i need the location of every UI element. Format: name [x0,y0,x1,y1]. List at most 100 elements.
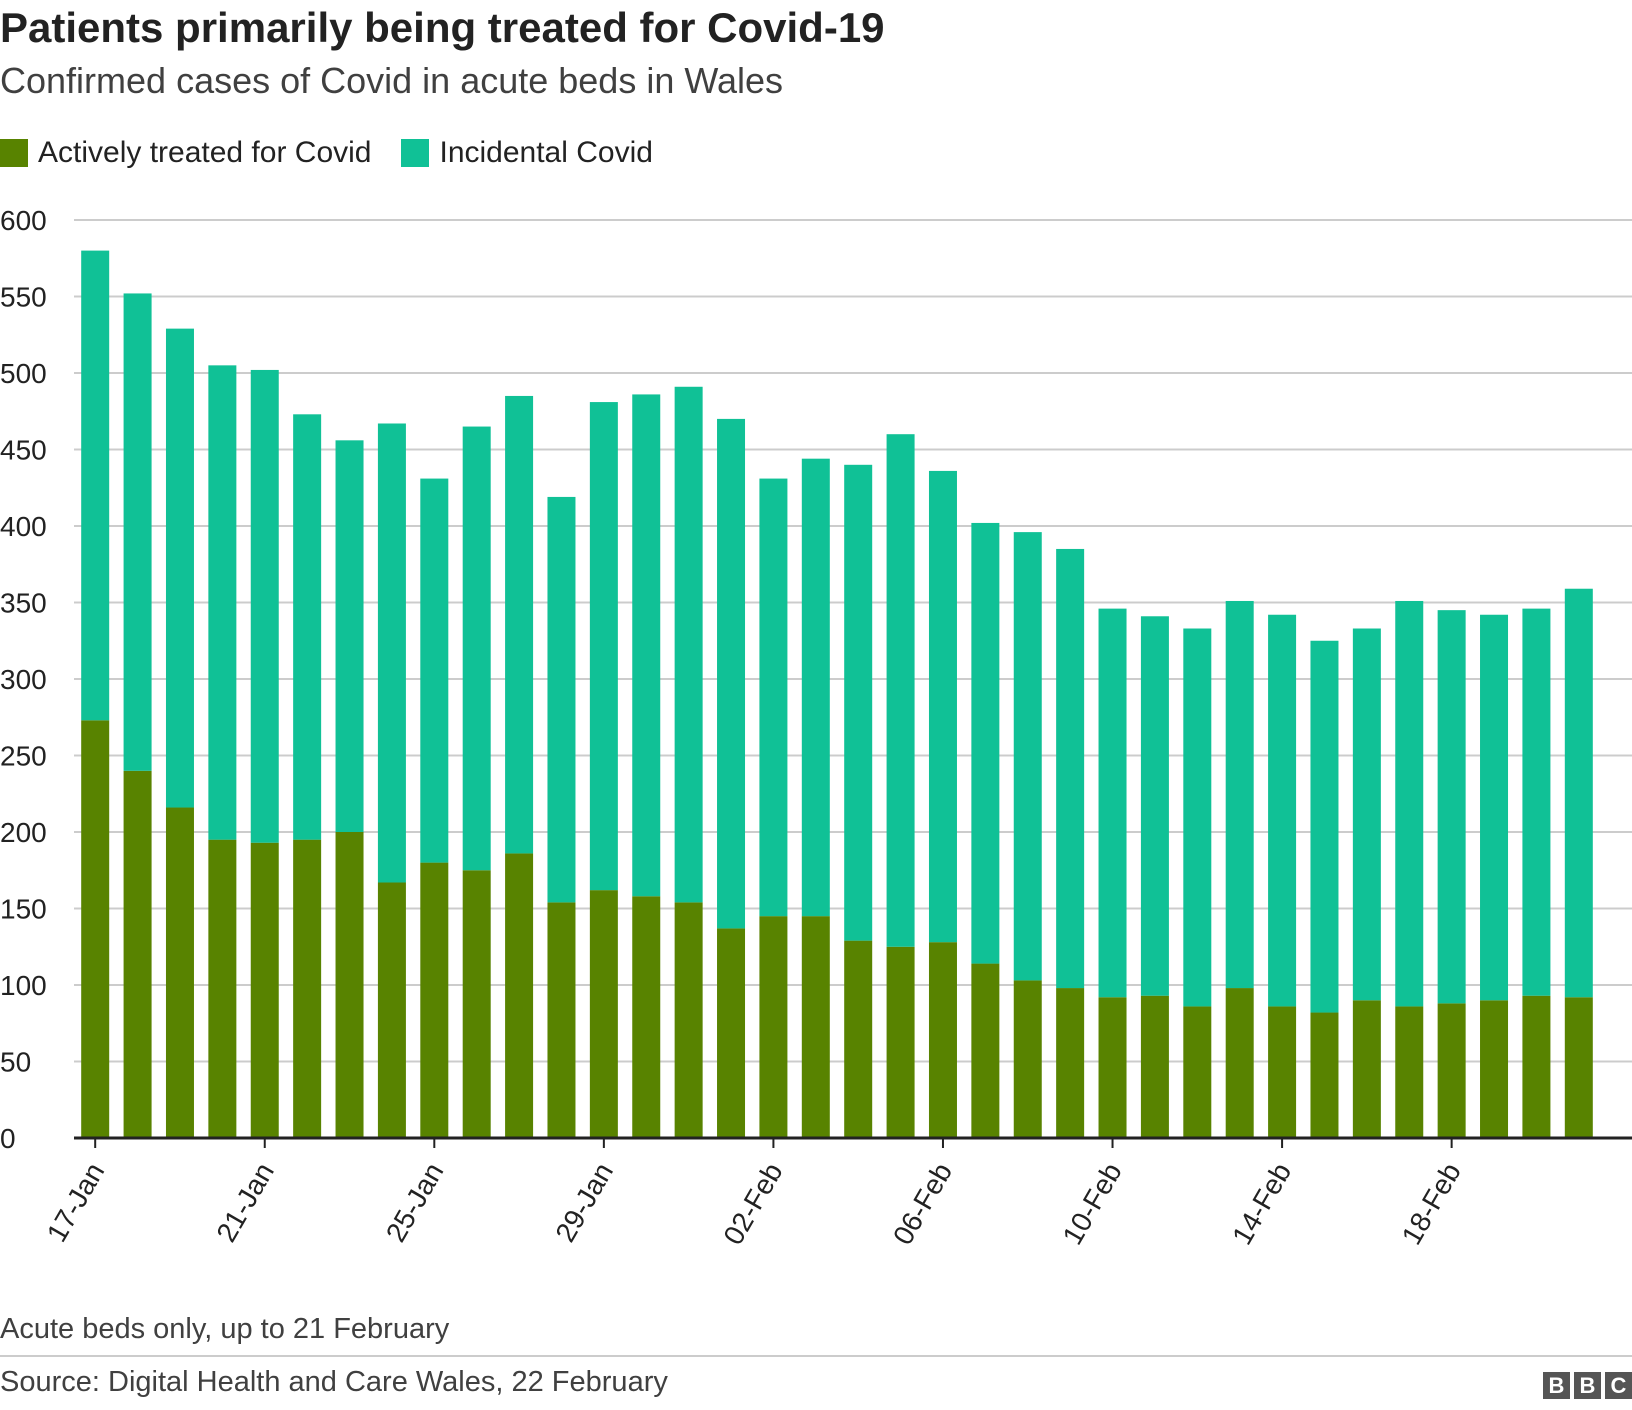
bar-actively-treated [1480,1000,1509,1138]
y-tick-label: 450 [0,435,47,466]
bar-actively-treated [886,946,915,1138]
bar-actively-treated [1013,980,1042,1138]
bar-incidental [1564,588,1593,998]
x-tick-label: 10-Feb [1057,1158,1128,1250]
bar-actively-treated [250,842,279,1138]
legend-swatch-actively-treated [0,139,28,167]
y-tick-label: 150 [0,894,47,925]
bar-actively-treated [377,882,406,1138]
bar-actively-treated [547,902,576,1138]
bar-incidental [886,434,915,947]
legend-swatch-incidental [401,139,430,167]
y-tick-label: 350 [0,588,47,619]
bar-incidental [1522,608,1551,996]
bar-incidental [165,328,194,808]
y-tick-label: 400 [0,511,47,542]
bar-actively-treated [1310,1012,1339,1138]
bar-incidental [717,418,746,929]
bar-actively-treated [1395,1006,1424,1138]
bbc-logo-letter: B [1574,1372,1601,1399]
x-tick-label: 06-Feb [887,1158,958,1250]
bar-incidental [674,386,703,903]
legend-item-actively-treated: Actively treated for Covid [0,136,371,170]
bar-actively-treated [1437,1003,1466,1138]
bar-incidental [971,522,1000,964]
bar-incidental [1225,600,1254,989]
bar-actively-treated [123,770,152,1138]
bar-incidental [759,478,788,917]
bar-actively-treated [844,940,873,1138]
bar-incidental [844,464,873,941]
bar-actively-treated [1268,1006,1297,1138]
bar-actively-treated [589,890,618,1138]
bar-actively-treated [1564,997,1593,1138]
bar-incidental [1268,614,1297,1007]
stacked-bar-chart: 0 50 100 150 200 250 300 350 400 450 500 550 600 17-J… [0,205,1632,1250]
bar-actively-treated [674,902,703,1138]
legend-label-incidental: Incidental Covid [439,136,653,169]
bar-incidental [1098,608,1127,998]
bar-incidental [1183,628,1212,1007]
bar-incidental [1310,640,1339,1013]
x-tick-label: 25-Jan [380,1158,450,1248]
bar-incidental [293,414,322,840]
y-tick-label: 550 [0,282,47,313]
chart-source: Source: Digital Health and Care Wales, 2… [0,1366,668,1398]
bar-actively-treated [928,942,957,1138]
bbc-logo-letter: C [1605,1372,1632,1399]
y-tick-label: 250 [0,741,47,772]
bar-actively-treated [1183,1006,1212,1138]
x-tick-label: 17-Jan [41,1158,111,1248]
x-tick-label: 29-Jan [549,1158,619,1248]
bar-actively-treated [759,916,788,1138]
bar-actively-treated [208,839,237,1138]
bar-incidental [1480,614,1509,1001]
bar-incidental [1140,616,1169,996]
bar-actively-treated [462,870,491,1138]
x-tick-label: 02-Feb [717,1158,788,1250]
bbc-logo: B B C [1539,1372,1632,1399]
bar-incidental [589,402,618,891]
bar-actively-treated [335,832,364,1138]
bar-incidental [81,250,110,721]
bbc-logo-letter: B [1543,1372,1570,1399]
x-tick-label: 21-Jan [210,1158,280,1248]
bar-incidental [123,293,152,771]
y-tick-label: 50 [0,1047,31,1078]
y-tick-label: 300 [0,664,47,695]
bar-incidental [377,423,406,883]
bar-actively-treated [505,853,534,1138]
y-tick-label: 0 [0,1123,16,1154]
bar-actively-treated [1352,1000,1381,1138]
legend-item-incidental: Incidental Covid [401,136,653,170]
bar-incidental [1352,628,1381,1001]
bar-incidental [420,478,449,863]
chart-subtitle: Confirmed cases of Covid in acute beds i… [0,60,784,101]
bar-incidental [1395,600,1424,1007]
bar-incidental [208,365,237,840]
bar-incidental [1013,532,1042,981]
bar-actively-treated [293,839,322,1138]
bar-actively-treated [1225,988,1254,1138]
bar-incidental [335,440,364,832]
footer-divider [0,1355,1632,1357]
bar-actively-treated [801,916,830,1138]
bar-incidental [632,394,661,897]
chart-note: Acute beds only, up to 21 February [0,1313,450,1345]
bar-actively-treated [971,963,1000,1138]
bar-incidental [505,395,534,854]
bar-incidental [547,496,576,903]
x-tick-label: 18-Feb [1396,1158,1467,1250]
bar-actively-treated [1140,995,1169,1138]
x-tick-label: 14-Feb [1226,1158,1297,1250]
y-tick-label: 600 [0,205,47,236]
bar-actively-treated [632,896,661,1138]
bar-incidental [462,426,491,871]
bar-actively-treated [1056,988,1085,1138]
bar-actively-treated [1098,997,1127,1138]
bar-actively-treated [165,807,194,1138]
bar-incidental [928,470,957,943]
y-tick-label: 200 [0,817,47,848]
chart-title: Patients primarily being treated for Cov… [0,4,885,51]
y-tick-label: 500 [0,358,47,389]
